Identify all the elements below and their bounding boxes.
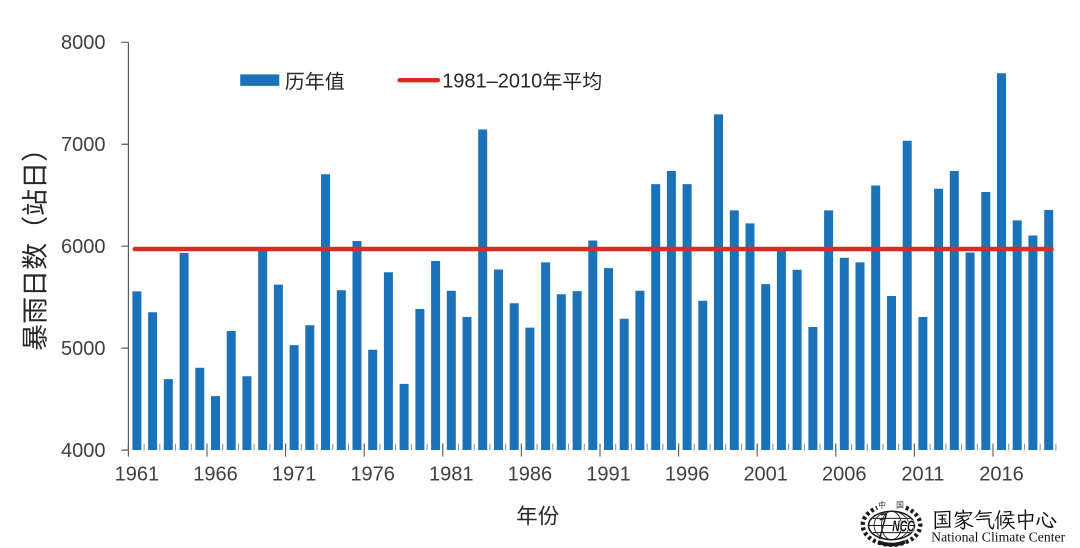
svg-text:2016: 2016 [979, 463, 1024, 485]
svg-text:1996: 1996 [665, 463, 710, 485]
svg-text:1976: 1976 [350, 463, 395, 485]
svg-text:8000: 8000 [61, 32, 106, 54]
svg-text:National Climate Center: National Climate Center [931, 530, 1066, 545]
svg-text:7000: 7000 [61, 134, 106, 156]
svg-text:2006: 2006 [822, 463, 867, 485]
svg-text:1981–2010: 1981–2010 [442, 70, 542, 92]
svg-text:5000: 5000 [61, 338, 106, 360]
svg-text:4000: 4000 [61, 440, 106, 462]
svg-text:1991: 1991 [586, 463, 631, 485]
svg-text:1981: 1981 [429, 463, 474, 485]
svg-text:6000: 6000 [61, 236, 106, 258]
svg-text:1971: 1971 [272, 463, 317, 485]
svg-text:2011: 2011 [901, 463, 944, 485]
svg-text:1961: 1961 [115, 463, 160, 485]
svg-text:1966: 1966 [193, 463, 238, 485]
svg-text:1986: 1986 [508, 463, 553, 485]
svg-text:2001: 2001 [743, 463, 788, 485]
